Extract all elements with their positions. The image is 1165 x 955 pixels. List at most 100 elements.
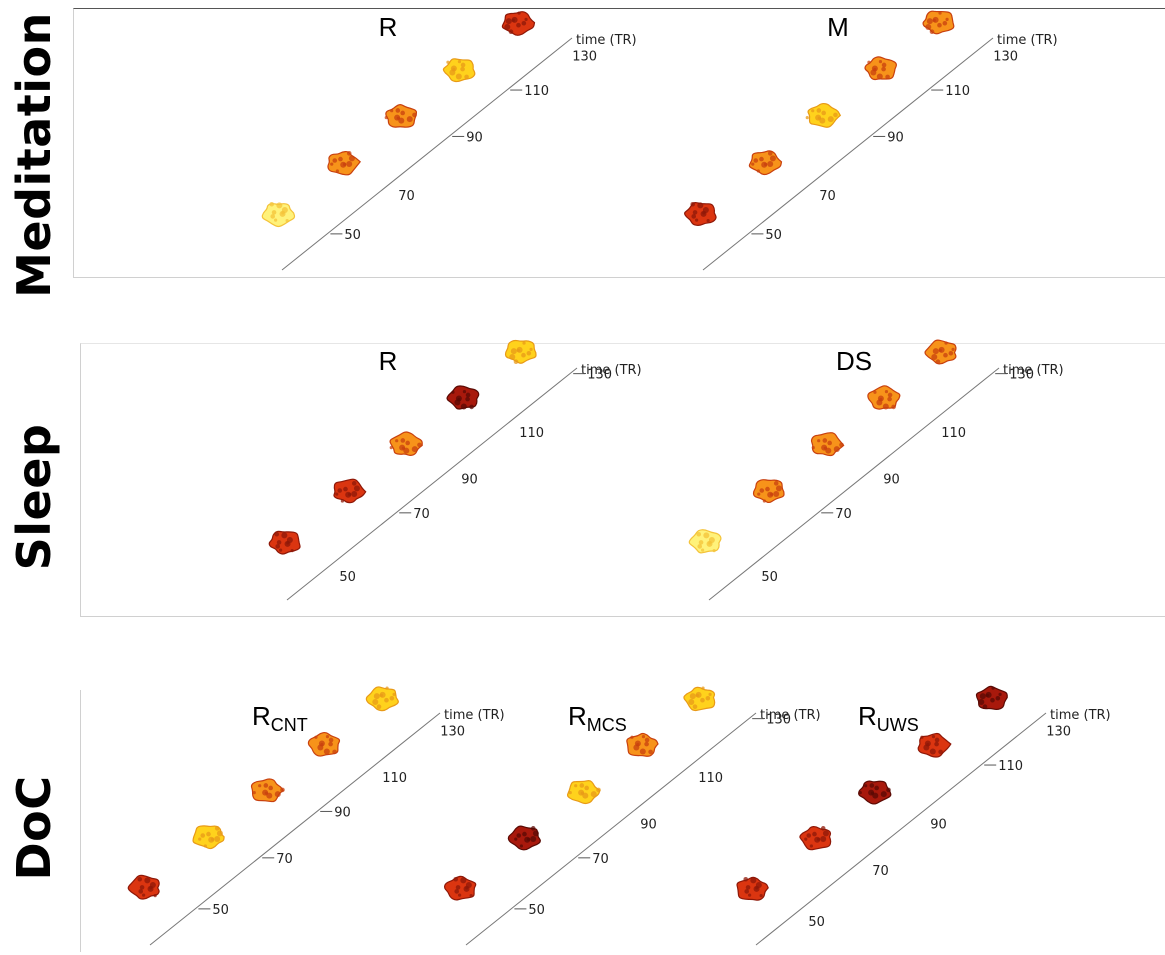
tick-label: 130: [993, 50, 1018, 65]
time-axis-label: time (TR): [576, 33, 637, 48]
brain-map: [924, 339, 957, 365]
time-axis-line: [755, 712, 1047, 946]
row-frame-doc: [80, 690, 1165, 952]
tick-label: 90: [466, 130, 483, 145]
row-frame-sleep: [80, 343, 1165, 617]
time-axis-line: [281, 37, 573, 271]
panel-title: RUWS: [858, 701, 919, 735]
tick-label: 50: [339, 570, 356, 585]
brain-map: [626, 732, 659, 757]
panel-1-1: DS time (TR) 50 70 90 110 130: [688, 339, 1064, 601]
tick-label: 50: [808, 915, 825, 930]
brain-map: [365, 686, 399, 712]
tick-label: 130: [587, 368, 612, 383]
brain-map: [917, 732, 952, 758]
brain-map: [684, 201, 717, 226]
brain-map: [805, 102, 842, 128]
tick-label: 70: [398, 189, 415, 204]
brain-map: [333, 478, 367, 504]
tick-label: 70: [276, 852, 293, 867]
time-axis-label: time (TR): [1003, 363, 1064, 378]
brain-map: [268, 530, 301, 555]
brain-map: [688, 529, 722, 554]
tick-label: 70: [413, 507, 430, 522]
tick-label: 90: [334, 805, 351, 820]
tick-label: 70: [592, 852, 609, 867]
time-axis-line: [465, 712, 757, 946]
tick-label: 110: [941, 426, 966, 441]
panel-title: RCNT: [252, 701, 308, 735]
time-axis-line: [702, 37, 994, 271]
panel-title: RMCS: [568, 701, 627, 735]
tick-label: 130: [1046, 725, 1071, 740]
brain-map: [389, 431, 423, 456]
tick-label: 110: [519, 426, 544, 441]
brain-map: [261, 201, 296, 228]
brain-map: [501, 11, 536, 36]
panel-title-subscript: MCS: [587, 715, 627, 735]
time-axis-label: time (TR): [581, 363, 642, 378]
tick-label: 50: [212, 903, 229, 918]
time-axis-label: time (TR): [444, 708, 505, 723]
brain-map: [799, 825, 832, 851]
brain-map: [748, 150, 783, 176]
time-axis-line: [149, 712, 441, 946]
brain-map: [250, 778, 285, 803]
brain-map: [864, 56, 897, 81]
brain-map: [683, 686, 716, 712]
brain-map: [975, 685, 1008, 711]
brain-map: [752, 479, 785, 504]
panel-2-0: RCNT time (TR) 50 70 90 110 130: [127, 686, 505, 946]
panel-title: DS: [836, 346, 872, 376]
panel-title-subscript: CNT: [271, 715, 308, 735]
brain-map: [504, 339, 537, 365]
tick-label: 90: [461, 472, 478, 487]
tick-label: 50: [761, 570, 778, 585]
tick-label: 50: [344, 228, 361, 243]
tick-label: 90: [640, 817, 657, 832]
panel-title-subscript: UWS: [877, 715, 919, 735]
tick-label: 90: [887, 130, 904, 145]
panel-title: R: [379, 12, 398, 42]
tick-label: 130: [572, 50, 597, 65]
tick-label: 110: [698, 771, 723, 786]
time-axis-label: time (TR): [997, 33, 1058, 48]
tick-label: 90: [930, 817, 947, 832]
tick-label: 130: [766, 713, 791, 728]
brain-map: [384, 104, 418, 128]
row-frame-meditation: [73, 8, 1165, 278]
tick-label: 130: [440, 725, 465, 740]
brain-map: [442, 58, 476, 83]
brain-map: [858, 780, 892, 805]
brain-map: [867, 385, 901, 410]
tick-label: 70: [835, 507, 852, 522]
tick-label: 110: [524, 84, 549, 99]
brain-map: [443, 875, 477, 901]
brain-map: [507, 825, 541, 851]
tick-label: 90: [883, 472, 900, 487]
brain-map: [922, 10, 955, 35]
brain-map: [446, 385, 480, 410]
tick-label: 50: [765, 228, 782, 243]
panel-title: R: [379, 346, 398, 376]
brain-map: [327, 150, 362, 176]
time-axis-line: [286, 367, 578, 601]
tick-label: 130: [1009, 368, 1034, 383]
brain-map: [307, 731, 341, 757]
brain-map: [810, 432, 845, 457]
brain-map: [567, 780, 601, 805]
time-axis-label: time (TR): [1050, 708, 1111, 723]
brain-map: [192, 825, 225, 850]
panel-2-1: RMCS time (TR) 50 70 90 110 130: [443, 686, 821, 946]
tick-label: 50: [528, 903, 545, 918]
tick-label: 70: [819, 189, 836, 204]
tick-label: 70: [872, 864, 889, 879]
time-axis-line: [708, 367, 1000, 601]
tick-label: 110: [945, 84, 970, 99]
time-axis-label: time (TR): [760, 708, 821, 723]
tick-label: 110: [998, 759, 1023, 774]
